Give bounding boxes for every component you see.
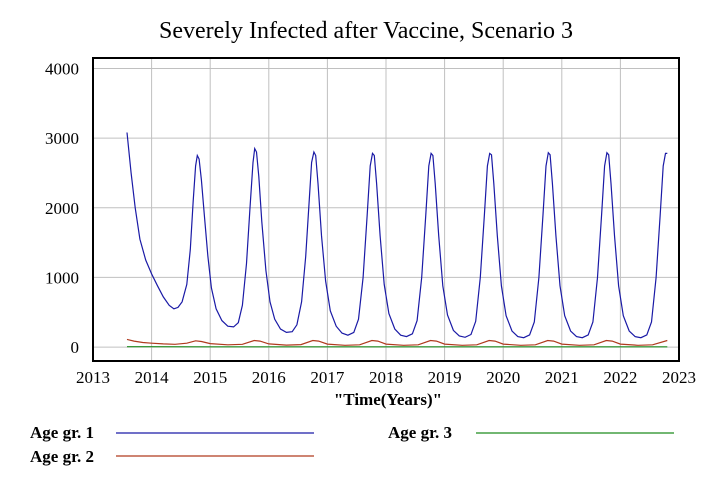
- y-tick-label: 2000: [45, 199, 79, 218]
- chart-title: Severely Infected after Vaccine, Scenari…: [159, 18, 573, 44]
- y-tick-label: 3000: [45, 129, 79, 148]
- x-tick-label: 2018: [369, 368, 403, 387]
- x-tick-label: 2020: [486, 368, 520, 387]
- x-tick-label: 2022: [603, 368, 637, 387]
- y-tick-label: 4000: [45, 59, 79, 78]
- x-tick-label: 2017: [310, 368, 345, 387]
- y-tick-label: 0: [71, 338, 80, 357]
- legend-label-age-gr-2: Age gr. 2: [30, 447, 94, 466]
- y-tick-label: 1000: [45, 268, 79, 287]
- x-tick-label: 2014: [135, 368, 170, 387]
- series-line-age-gr-1: [126, 132, 668, 339]
- x-tick-label: 2013: [76, 368, 110, 387]
- series-line-age-gr-2: [126, 338, 668, 346]
- series-layer: [126, 132, 668, 348]
- x-axis-ticks: 2013 2014 2015 2016 2017 2018 2019 2020 2021 2022…: [76, 368, 696, 387]
- x-tick-label: 2021: [545, 368, 579, 387]
- x-tick-label: 2023: [662, 368, 696, 387]
- legend: Age gr. 1 Age gr. 2 Age gr. 3: [30, 423, 674, 466]
- plot-frame: [92, 57, 680, 362]
- grid-lines: [92, 58, 680, 361]
- x-axis-label: "Time(Years)": [334, 390, 442, 409]
- legend-label-age-gr-1: Age gr. 1: [30, 423, 94, 442]
- x-tick-label: 2016: [252, 368, 286, 387]
- x-tick-label: 2015: [193, 368, 227, 387]
- legend-label-age-gr-3: Age gr. 3: [388, 423, 452, 442]
- x-tick-label: 2019: [428, 368, 462, 387]
- y-axis-ticks: 4000 3000 2000 1000 0: [45, 59, 79, 357]
